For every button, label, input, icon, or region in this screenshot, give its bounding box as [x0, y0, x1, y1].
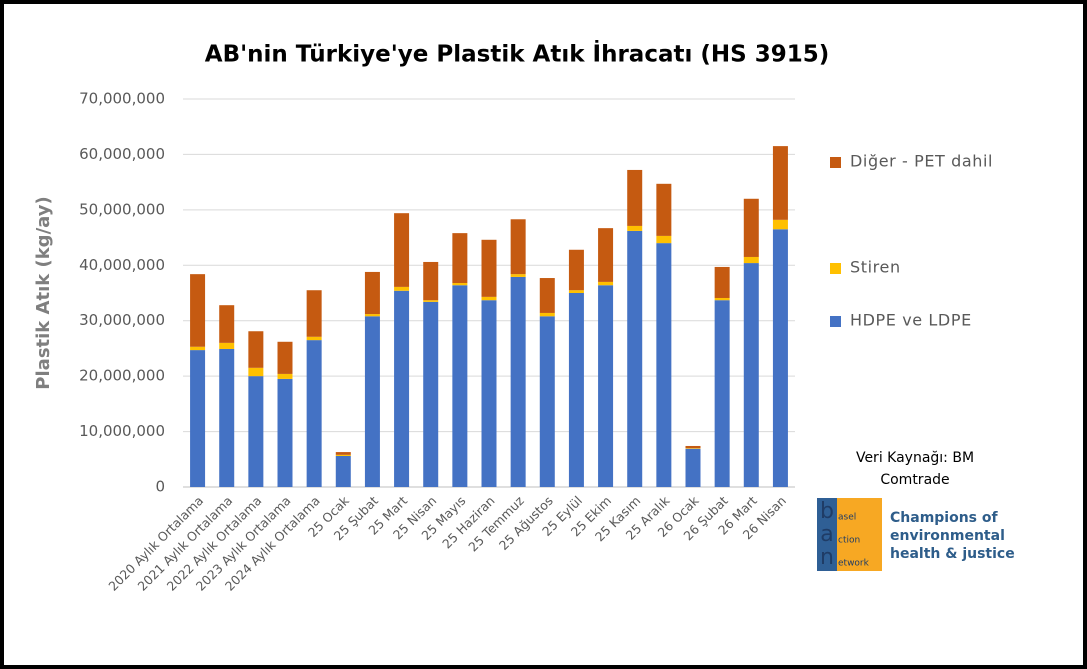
bar-segment [714, 297, 730, 301]
bar-segment [539, 312, 555, 317]
bar-segment [598, 281, 614, 286]
bar-segment [335, 454, 351, 456]
bar-segment [190, 274, 206, 347]
bar-segment [627, 225, 643, 231]
bar-segment [656, 235, 672, 244]
bar-segment [510, 274, 526, 277]
bar-segment [568, 290, 584, 293]
bar-segment [248, 376, 264, 487]
bar-segment [685, 448, 701, 487]
bar-segment [743, 263, 759, 487]
bar-segment [685, 448, 701, 449]
logo-tagline: environmental [890, 528, 1005, 544]
bar-segment [452, 283, 468, 286]
bar-segment [423, 301, 439, 487]
logo-letter: a [820, 522, 833, 547]
bar-segment [277, 341, 293, 374]
bar-segment [539, 316, 555, 487]
source-note: Comtrade [880, 472, 949, 488]
bar-segment [190, 346, 206, 351]
bar-segment [627, 230, 643, 488]
chart-title: AB'nin Türkiye'ye Plastik Atık İhracatı … [205, 40, 829, 68]
bar-segment [248, 331, 264, 368]
legend-swatch [830, 316, 841, 327]
bar-segment [772, 146, 788, 220]
bar-segment [277, 373, 293, 379]
bar-segment [481, 239, 497, 297]
bar-segment [743, 256, 759, 264]
bar-segment [219, 305, 235, 343]
bar-segment [452, 285, 468, 487]
bar-segment [656, 183, 672, 236]
legend-label: Stiren [850, 258, 901, 277]
bar-segment [714, 300, 730, 487]
logo-strip [817, 498, 837, 571]
bar-segment [481, 300, 497, 487]
y-tick-label: 30,000,000 [79, 311, 165, 329]
legend-label: HDPE ve LDPE [850, 311, 972, 330]
logo-word: ction [838, 536, 860, 546]
bar-segment [394, 213, 410, 287]
logo-letter: n [820, 545, 834, 570]
bar-segment [423, 261, 439, 301]
bar-segment [598, 228, 614, 282]
logo-tagline: health & justice [890, 546, 1015, 562]
bar-segment [394, 290, 410, 487]
logo-tagline: Champions of [890, 510, 999, 526]
y-tick-label: 60,000,000 [79, 145, 165, 163]
logo-letter: b [820, 499, 834, 524]
bar-segment [568, 293, 584, 487]
legend-label: Diğer - PET dahil [850, 152, 993, 171]
bar-segment [248, 367, 264, 377]
y-axis-label: Plastik Atık (kg/ay) [33, 196, 54, 389]
bar-segment [219, 342, 235, 349]
bar-segment [743, 198, 759, 257]
logo-word: etwork [838, 559, 870, 569]
bar-segment [306, 336, 322, 341]
bar-segment [394, 286, 410, 291]
bar-segment [656, 243, 672, 487]
bar-segment [335, 452, 351, 455]
bar-segment [481, 296, 497, 301]
bar-segment [364, 316, 380, 487]
bar-segment [598, 285, 614, 487]
y-tick-label: 50,000,000 [79, 200, 165, 218]
bar-segment [306, 340, 322, 487]
bar-segment [510, 219, 526, 275]
bar-segment [364, 271, 380, 315]
source-note: Veri Kaynağı: BM [856, 450, 974, 466]
bar-segment [306, 290, 322, 337]
bar-segment [539, 278, 555, 313]
bar-segment [277, 378, 293, 487]
legend-swatch [830, 157, 841, 168]
logo-word: asel [838, 513, 856, 523]
bar-segment [452, 233, 468, 284]
y-tick-label: 70,000,000 [79, 90, 165, 108]
bar-segment [772, 229, 788, 487]
bar-segment [714, 266, 730, 298]
legend-swatch [830, 263, 841, 274]
y-tick-label: 0 [155, 478, 165, 496]
y-tick-label: 10,000,000 [79, 422, 165, 440]
y-tick-label: 20,000,000 [79, 367, 165, 385]
bar-segment [423, 300, 439, 302]
y-tick-label: 40,000,000 [79, 256, 165, 274]
bar-segment [219, 348, 235, 487]
bar-segment [190, 350, 206, 487]
bar-segment [772, 219, 788, 230]
bar-segment [364, 314, 380, 317]
bar-segment [627, 169, 643, 226]
bar-segment [685, 445, 701, 449]
bar-segment [568, 249, 584, 291]
bar-segment [510, 276, 526, 487]
bar-segment [335, 455, 351, 487]
